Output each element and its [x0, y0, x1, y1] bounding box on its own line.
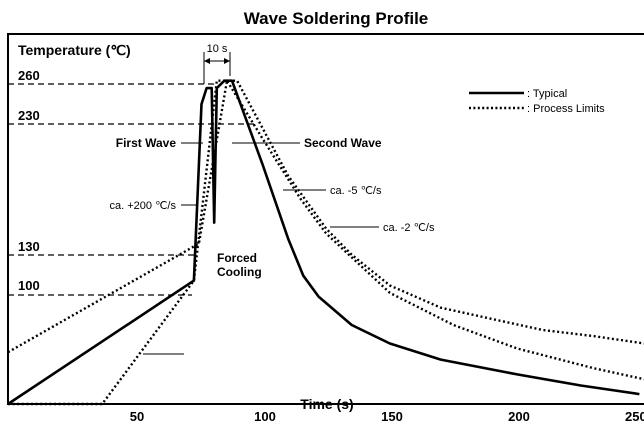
- x-tick-150: 150: [381, 409, 403, 424]
- legend-label-typical: : Typical: [527, 88, 567, 100]
- y-ref-label-230: 230: [18, 108, 40, 123]
- y-ref-label-100: 100: [18, 278, 40, 293]
- window-arrow-right: [224, 58, 230, 64]
- plot-frame: [7, 33, 644, 405]
- ramp-fast-label: ca. +200 ℃/s: [110, 200, 177, 212]
- chart-title: Wave Soldering Profile: [244, 9, 429, 28]
- legend-label-process-limits: : Process Limits: [527, 103, 605, 115]
- cool-5-label: ca. -5 ℃/s: [330, 185, 382, 197]
- forced-cooling-label-line1: Forced: [217, 251, 257, 265]
- window-arrow-left: [204, 58, 210, 64]
- series-line-1: [7, 79, 644, 354]
- first-wave-label: First Wave: [116, 136, 177, 150]
- series-line-2: [8, 79, 644, 406]
- x-tick-250: 250: [625, 409, 644, 424]
- y-ref-label-130: 130: [18, 239, 40, 254]
- x-tick-50: 50: [130, 409, 144, 424]
- x-axis-label: Time (s): [300, 396, 353, 412]
- series-line-0: [7, 79, 640, 406]
- y-axis-label: Temperature (℃): [18, 42, 131, 58]
- series-group: [7, 79, 644, 406]
- x-tick-100: 100: [254, 409, 276, 424]
- y-ref-label-260: 260: [18, 68, 40, 83]
- window-label: 10 s: [207, 43, 228, 55]
- x-tick-200: 200: [508, 409, 530, 424]
- cool-2-label: ca. -2 ℃/s: [383, 222, 435, 234]
- second-wave-label: Second Wave: [304, 136, 382, 150]
- forced-cooling-label-line2: Cooling: [217, 265, 262, 279]
- legend: : Typical : Process Limits: [469, 88, 605, 115]
